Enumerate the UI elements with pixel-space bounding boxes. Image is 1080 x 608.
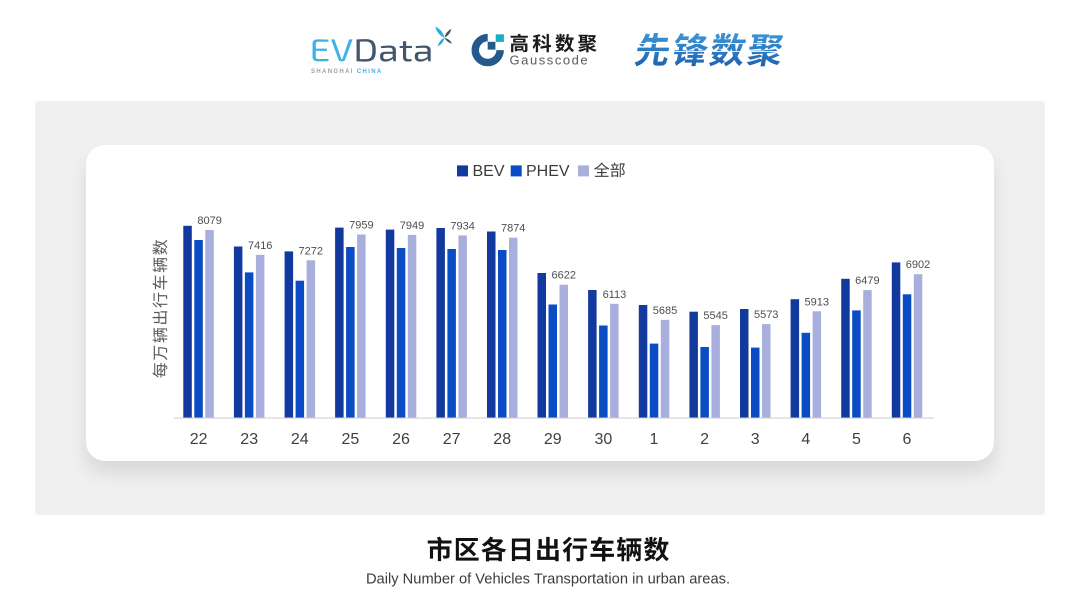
svg-text:7934: 7934: [450, 220, 474, 232]
svg-text:7949: 7949: [400, 220, 424, 232]
svg-text:6622: 6622: [552, 270, 576, 282]
svg-text:6902: 6902: [906, 259, 930, 271]
svg-text:SHANGHAI CHINA: SHANGHAI CHINA: [311, 69, 383, 75]
svg-text:26: 26: [392, 431, 410, 448]
svg-text:5685: 5685: [653, 305, 677, 317]
svg-text:8079: 8079: [197, 215, 221, 227]
svg-text:30: 30: [595, 431, 613, 448]
svg-text:1: 1: [650, 431, 659, 448]
svg-text:25: 25: [342, 431, 360, 448]
svg-text:24: 24: [291, 431, 309, 448]
svg-text:27: 27: [443, 431, 461, 448]
svg-text:5: 5: [852, 431, 861, 448]
svg-text:PHEV: PHEV: [526, 163, 570, 180]
svg-text:29: 29: [544, 431, 562, 448]
svg-text:6: 6: [903, 431, 912, 448]
svg-text:23: 23: [240, 431, 258, 448]
svg-text:28: 28: [493, 431, 511, 448]
svg-text:Gausscode: Gausscode: [510, 53, 590, 68]
svg-text:7959: 7959: [349, 220, 373, 232]
svg-text:Daily Number of Vehicles Trans: Daily Number of Vehicles Transportation …: [366, 572, 730, 588]
svg-text:5545: 5545: [703, 310, 727, 322]
svg-text:5913: 5913: [805, 296, 829, 308]
svg-text:7874: 7874: [501, 223, 525, 235]
svg-text:5573: 5573: [754, 309, 778, 321]
svg-text:3: 3: [751, 431, 760, 448]
svg-text:4: 4: [801, 431, 810, 448]
svg-text:7272: 7272: [299, 245, 323, 257]
svg-text:6479: 6479: [855, 275, 879, 287]
svg-text:7416: 7416: [248, 240, 272, 252]
svg-text:2: 2: [700, 431, 709, 448]
svg-text:22: 22: [190, 431, 208, 448]
svg-text:BEV: BEV: [473, 163, 505, 180]
svg-text:6113: 6113: [603, 289, 627, 301]
